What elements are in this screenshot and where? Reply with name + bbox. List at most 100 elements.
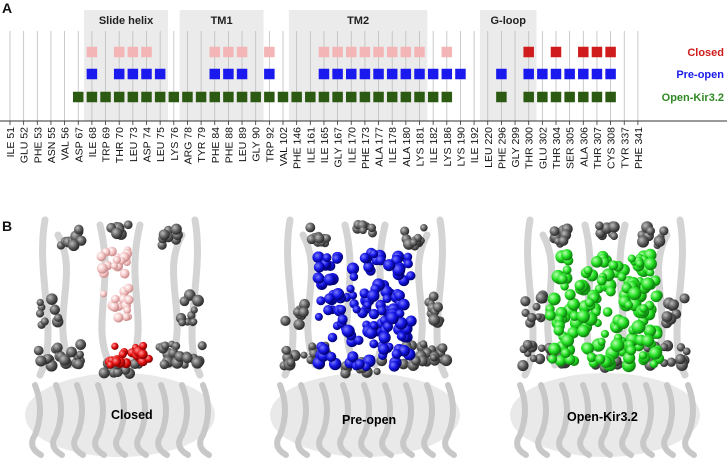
closed-pink-sphere (122, 312, 131, 322)
gray-sphere (537, 344, 546, 353)
closed-pink-sphere (111, 294, 120, 304)
open-green-sphere (557, 273, 568, 285)
gray-sphere (197, 341, 207, 351)
gray-sphere (172, 341, 181, 351)
pre-open-blue-sphere (398, 332, 407, 341)
gray-sphere (53, 313, 63, 323)
residue-tick-label: ILE 165 (319, 127, 331, 163)
open-backbone (661, 382, 676, 458)
closed-red-sphere (137, 349, 148, 360)
pre-open-blue-sphere (375, 255, 386, 266)
gray-sphere (300, 351, 308, 359)
gray-sphere (179, 296, 190, 307)
gray-sphere (308, 342, 317, 351)
closed-backbone (54, 231, 74, 369)
open-green-sphere (554, 354, 567, 367)
residue-tick-label: GLU 302 (537, 127, 549, 169)
pre-open-marker (264, 68, 275, 80)
gray-sphere (178, 318, 187, 327)
closed-marker-light (332, 46, 343, 58)
closed-backbone (176, 382, 191, 458)
gray-sphere (610, 232, 619, 241)
residue-tick-label: PHE 173 (360, 127, 372, 169)
region-label-slide-helix: Slide helix (99, 15, 154, 27)
pre-open-marker (154, 68, 166, 80)
open-kir3-2-marker (127, 91, 139, 103)
closed-marker-light (223, 46, 234, 58)
residue-tick-label: LYS 186 (442, 127, 454, 167)
pre-open-backbone (270, 373, 460, 457)
pre-open-blue-sphere (332, 253, 343, 264)
pre-open-blue-sphere (383, 259, 396, 272)
gray-sphere (111, 227, 123, 240)
pre-open-blue-sphere (346, 262, 360, 275)
pre-open-backbone (400, 382, 415, 458)
open-green-sphere (560, 282, 569, 291)
gray-sphere (280, 315, 291, 327)
row-label-open-kir3-2: Open-Kir3.2 (662, 92, 724, 104)
closed-backbone (25, 373, 215, 457)
pre-open-blue-sphere (348, 291, 358, 300)
gray-sphere (157, 240, 167, 250)
open-green-sphere (597, 337, 606, 346)
gray-sphere (637, 235, 650, 248)
region-g-loop (479, 10, 537, 121)
residue-tick-label: ILE 68 (87, 127, 99, 158)
closed-backbone (197, 382, 212, 458)
open-green-sphere (643, 324, 657, 338)
residue-tick-label: LEU 73 (128, 127, 140, 162)
pre-open-backbone (442, 382, 457, 458)
panel-a-label: A (2, 0, 13, 16)
pre-open-blue-sphere (369, 321, 379, 330)
open-green-sphere (567, 297, 580, 311)
gray-sphere (314, 233, 325, 244)
closed-marker (591, 46, 603, 58)
gray-sphere (36, 298, 44, 307)
gray-sphere (521, 308, 530, 317)
pre-open-backbone (379, 382, 394, 458)
gray-sphere (666, 357, 677, 367)
pre-open-blue-sphere (349, 272, 359, 282)
structure-label-open-kir3-2: Open-Kir3.2 (567, 410, 638, 424)
closed-pink-sphere (99, 290, 108, 298)
gray-sphere (298, 307, 309, 318)
open-kir3-2-marker (250, 91, 261, 103)
residue-tick-label: ALA 180 (401, 127, 413, 167)
gray-sphere (659, 226, 669, 236)
open-kir3-2-marker (332, 91, 343, 103)
gray-sphere (428, 314, 441, 326)
pre-open-blue-sphere (366, 289, 380, 303)
pre-open-blue-sphere (327, 332, 338, 343)
gray-sphere (191, 356, 204, 369)
open-kir3-2-marker (578, 91, 589, 103)
residue-tick-label: ASP 67 (73, 127, 85, 163)
open-kir3-2-marker (386, 91, 398, 103)
open-kir3-2-marker (414, 91, 425, 103)
open-kir3-2-marker (182, 91, 193, 103)
gray-sphere (534, 353, 546, 365)
closed-marker-light (359, 46, 371, 58)
gray-sphere (73, 224, 84, 235)
structure-label-closed: Closed (111, 408, 153, 422)
residue-tick-label: ALA 177 (374, 127, 386, 167)
open-green-sphere (577, 324, 590, 338)
gray-sphere (400, 226, 410, 236)
open-backbone (682, 382, 697, 458)
gray-sphere (428, 291, 439, 302)
residue-tick-label: TYR 79 (196, 127, 208, 163)
gray-sphere (286, 358, 296, 367)
gray-sphere (549, 226, 560, 237)
pre-open-blue-sphere (369, 249, 379, 259)
open-kir3-2-marker (537, 91, 548, 103)
gray-sphere (529, 354, 538, 363)
pre-open-blue-sphere (331, 288, 345, 301)
gray-sphere (58, 354, 71, 366)
gray-sphere (373, 367, 381, 376)
pre-open-marker (141, 68, 152, 80)
open-green-sphere (595, 353, 606, 365)
gray-sphere (35, 355, 47, 367)
gray-sphere (170, 223, 182, 235)
gray-sphere (367, 223, 377, 233)
open-green-sphere (635, 259, 644, 268)
open-green-sphere (641, 277, 655, 291)
